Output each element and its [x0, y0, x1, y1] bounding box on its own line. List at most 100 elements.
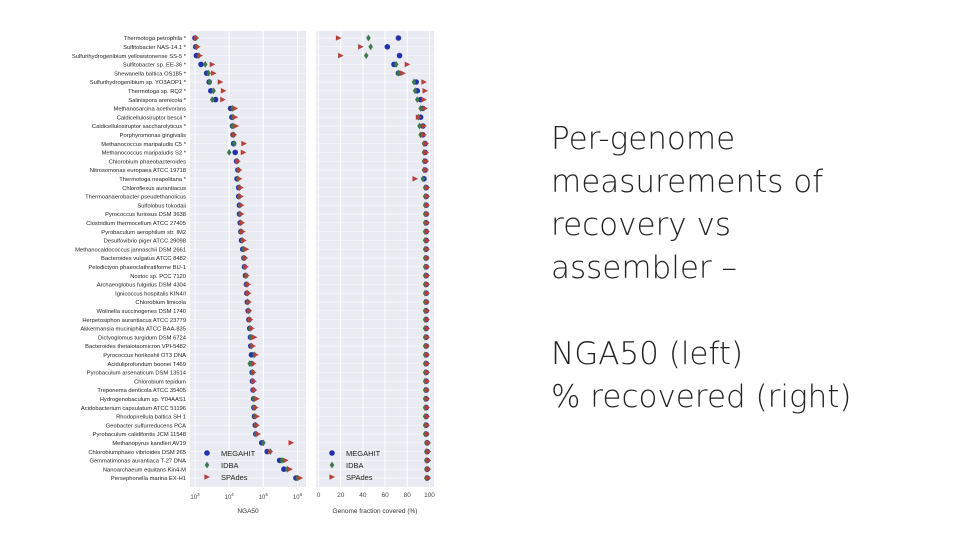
genome-label: Chlorobium phaeobacteroides [109, 159, 186, 165]
data-point [424, 184, 431, 191]
genome-label: Wolinella succinogenes DSM 1740 [97, 309, 186, 315]
data-point [238, 184, 244, 191]
data-point [424, 404, 431, 411]
data-point [206, 69, 211, 77]
data-point [209, 61, 216, 68]
data-point [283, 457, 289, 464]
data-point [421, 79, 427, 85]
legend-marker [204, 450, 210, 456]
data-point [335, 35, 342, 41]
data-point [396, 69, 401, 77]
title-line: Per-genome [551, 121, 736, 157]
x-tick-label: 80 [404, 492, 412, 499]
data-point [422, 105, 429, 112]
genome-label: Rhodopirellula baltica SH 1 [116, 415, 186, 421]
data-point [420, 175, 426, 183]
data-point [241, 140, 247, 147]
caption-line: NGA50 (left) [551, 336, 744, 372]
genome-label: Thermotoga petrophila * [124, 36, 187, 42]
genome-label: Methanopyrus kandleri AV19 [112, 441, 186, 447]
genome-label: Aciduliprofundum boonei T469 [107, 362, 186, 368]
genome-label: Methanococcus maripaludis C5 * [101, 142, 186, 148]
genome-label: Thermotoga sp. RQ2 * [128, 89, 187, 95]
data-point [424, 281, 431, 288]
legend-label: SPAdes [346, 473, 373, 482]
genome-label: Porphyromonas gingivalis [120, 133, 186, 139]
genome-label: Caldicellulosiruptor saccharolyticus * [92, 124, 187, 130]
x-tick-label: 60 [381, 492, 389, 499]
data-point [239, 220, 246, 226]
genome-label: Sulfitobacter NAS-14.1 * [123, 45, 187, 51]
data-point [424, 272, 431, 279]
data-point [421, 132, 427, 138]
data-point [412, 87, 418, 95]
data-point [422, 88, 429, 94]
data-point [424, 378, 431, 384]
plot-area [190, 31, 306, 487]
data-point [198, 61, 204, 68]
data-point [411, 78, 417, 86]
data-point [424, 352, 431, 358]
genome-label: Sulfitobacter sp. EE-36 * [123, 63, 187, 69]
genome-label: Herpetosiphon aurantiacus ATCC 23779 [82, 318, 186, 324]
data-point [424, 308, 431, 314]
data-point [261, 439, 266, 447]
data-point [267, 448, 274, 455]
genome-label: Thermoanaerobacter pseudethanolicus [85, 195, 186, 201]
genome-label: Dictyoglomus turgidum DSM 6724 [98, 335, 187, 341]
genome-label: Thermotoga neapolitana * [119, 177, 186, 183]
data-point [424, 211, 431, 217]
data-point [424, 360, 431, 367]
data-point [288, 440, 295, 446]
data-point [366, 34, 371, 42]
data-point [400, 70, 406, 76]
genome-label: Chlorobium limicola [135, 300, 186, 306]
genome-label: Nostoc sp. PCC 7120 [130, 274, 186, 280]
genome-label: Nanoarchaeum equitans Kin4-M [103, 467, 186, 473]
genome-label: Gemmatimonas aurantiaca T-27 DNA [89, 459, 186, 465]
genome-label: Treponema denticola ATCC 35405 [97, 388, 186, 394]
data-point [423, 158, 430, 164]
data-point [212, 96, 219, 103]
data-point [358, 44, 364, 50]
legend-label: MEGAHIT [221, 449, 256, 458]
data-point [254, 396, 260, 402]
title-line: assembler – [551, 250, 738, 286]
data-point [254, 413, 260, 420]
data-point [421, 123, 427, 129]
data-point [236, 167, 243, 173]
data-point [241, 237, 247, 244]
data-point [424, 316, 431, 323]
slide-caption: NGA50 (left) % recovered (right) [551, 333, 951, 419]
data-point [415, 114, 422, 120]
data-point [287, 466, 293, 472]
title-line: measurements of [551, 164, 824, 200]
legend-marker [329, 474, 335, 480]
data-point [226, 149, 232, 156]
genome-label: Akkermansia muciniphila ATCC BAA-835 [80, 327, 186, 333]
genome-label: Pyrobaculum calidifontis JCM 11548 [93, 432, 186, 438]
data-point [425, 475, 432, 481]
slide-title: Per-genome measurements of recovery vs a… [551, 118, 951, 290]
data-point [424, 422, 431, 428]
genome-label: Geobacter sulfurreducens PCA [106, 423, 186, 429]
genome-label: Pelodictyon phaeoclathratiforme BU-1 [88, 265, 186, 271]
data-point [424, 290, 431, 296]
data-point [424, 193, 431, 200]
x-tick-label: 103 [190, 492, 200, 501]
genome-label: Pyrococcus horikoshii OT3 DNA [103, 353, 186, 359]
data-point [384, 44, 391, 50]
genome-label: Nitrosomonas europaea ATCC 19718 [90, 168, 186, 174]
data-point [414, 96, 420, 103]
data-point [210, 70, 217, 76]
legend-label: IDBA [346, 461, 364, 470]
genome-label: Chlorobium tepidum [134, 379, 186, 385]
data-point [249, 325, 255, 332]
data-point [425, 466, 432, 472]
x-tick-label: 104 [225, 492, 235, 501]
x-tick-label: 40 [359, 492, 367, 499]
genome-label: Methanococcus maripaludis S2 * [102, 151, 187, 157]
data-point [424, 299, 431, 305]
data-point [424, 202, 431, 208]
